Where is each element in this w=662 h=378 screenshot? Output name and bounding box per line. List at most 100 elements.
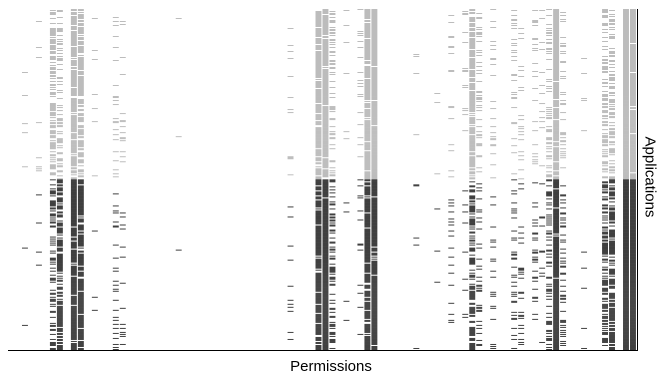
matrix-cell [630,302,636,304]
matrix-cell [553,96,560,98]
matrix-cell [49,222,56,224]
matrix-cell [119,132,126,134]
matrix-cell [56,35,63,36]
matrix-cell [469,221,476,223]
matrix-cell [602,287,608,289]
matrix-cell [70,42,77,43]
matrix-cell [371,286,378,288]
matrix-cell [602,10,608,11]
matrix-cell [623,120,629,122]
matrix-cell [77,245,84,247]
matrix-cell [553,266,560,268]
matrix-cell [630,70,636,71]
matrix-cell [371,102,378,104]
matrix-cell [70,141,77,143]
matrix-cell [315,345,322,347]
matrix-cell [70,150,77,152]
matrix-cell [553,260,560,262]
matrix-cell [371,185,378,187]
matrix-cell [476,289,483,291]
matrix-cell [630,333,636,335]
matrix-cell [469,178,476,180]
matrix-cell [77,281,84,283]
matrix-cell [553,77,560,78]
matrix-cell [322,79,329,80]
matrix-cell [329,172,336,174]
matrix-cell [609,315,615,317]
matrix-cell [70,222,77,224]
matrix-cell [322,80,329,81]
matrix-cell [476,91,483,92]
matrix-cell [371,50,378,51]
matrix-cell [77,243,84,245]
matrix-cell [315,169,322,171]
matrix-cell [476,119,483,121]
matrix-cell [469,9,476,10]
matrix-cell [315,332,322,334]
matrix-cell [623,42,629,43]
matrix-cell [119,224,126,226]
matrix-cell [70,196,77,198]
matrix-cell [553,11,560,12]
matrix-cell [630,272,636,274]
matrix-cell [77,207,84,209]
matrix-cell [91,175,98,177]
matrix-cell [490,345,497,347]
matrix-cell [70,199,77,201]
matrix-cell [511,253,518,255]
matrix-cell [77,120,84,122]
matrix-cell [364,143,371,145]
matrix-cell [322,127,329,129]
matrix-cell [511,138,518,140]
matrix-cell [602,275,608,277]
matrix-cell [371,120,378,122]
matrix-cell [469,85,476,86]
matrix-cell [371,122,378,124]
matrix-cell [322,147,329,149]
matrix-cell [630,225,636,227]
matrix-cell [119,343,126,345]
matrix-cell [70,146,77,148]
matrix-cell [469,108,476,110]
matrix-cell [56,303,63,305]
matrix-cell [623,282,629,284]
matrix-cell [364,260,371,262]
matrix-cell [315,182,322,184]
matrix-cell [322,255,329,257]
matrix-cell [546,233,553,235]
matrix-cell [371,173,378,175]
matrix-cell [553,336,560,338]
matrix-cell [553,134,560,136]
matrix-cell [553,27,560,28]
matrix-cell [77,278,84,280]
matrix-cell [322,104,329,106]
matrix-cell [77,286,84,288]
matrix-cell [322,253,329,255]
matrix-cell [364,294,371,296]
matrix-cell [469,249,476,251]
matrix-cell [322,176,329,178]
matrix-cell [371,35,378,36]
matrix-cell [70,316,77,318]
matrix-cell [329,307,336,309]
matrix-cell [553,273,560,275]
matrix-cell [364,11,371,12]
matrix-cell [315,23,322,24]
matrix-cell [364,110,371,112]
matrix-cell [315,106,322,108]
matrix-cell [322,312,329,314]
matrix-cell [623,169,629,171]
matrix-cell [609,231,615,233]
matrix-cell [371,171,378,173]
matrix-cell [364,299,371,301]
matrix-cell [371,86,378,87]
matrix-cell [315,84,322,85]
matrix-cell [630,199,636,201]
matrix-cell [434,102,441,104]
matrix-cell [623,76,629,77]
matrix-cell [70,31,77,32]
matrix-cell [553,339,560,341]
matrix-cell [371,131,378,133]
matrix-cell [77,119,84,121]
matrix-cell [343,211,350,213]
